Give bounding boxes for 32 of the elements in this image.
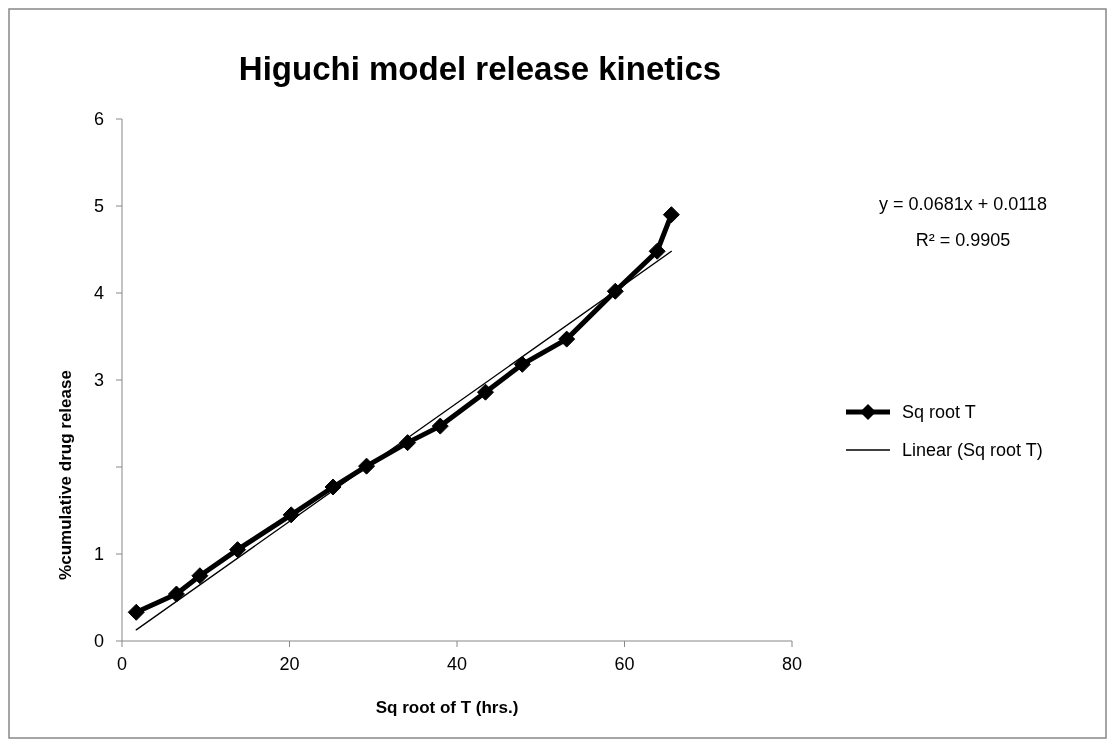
chart-title: Higuchi model release kinetics (238, 50, 722, 87)
x-axis-title: Sq root of T (hrs.) (375, 698, 519, 717)
y-axis-title: %cumulative drug release (56, 370, 75, 580)
y-tick-label: 3 (93, 370, 104, 390)
legend-label: Linear (Sq root T) (902, 440, 1043, 460)
x-tick-label: 0 (116, 654, 128, 674)
point (431, 417, 449, 435)
point (476, 383, 494, 401)
point (282, 506, 300, 524)
y-tick-label: 1 (93, 544, 104, 564)
point (648, 242, 666, 260)
point (662, 206, 680, 224)
point (558, 330, 576, 348)
y-tick-label: 6 (93, 109, 104, 129)
point (513, 355, 531, 373)
legend-label: Sq root T (902, 402, 976, 422)
y-tick-label: 0 (93, 631, 104, 651)
y-tick-label: 5 (93, 196, 104, 216)
point (167, 585, 185, 603)
point (191, 567, 209, 585)
x-tick-label: 40 (446, 654, 468, 674)
point (399, 434, 417, 452)
point (127, 603, 145, 621)
point (358, 457, 376, 475)
text: y = 0.0681x + 0.0118 (879, 194, 1047, 214)
x-tick-label: 60 (614, 654, 635, 674)
x-tick-label: 20 (279, 654, 300, 674)
x-tick-label: 80 (781, 654, 803, 674)
y-tick-label: 4 (93, 283, 104, 303)
point (606, 282, 624, 300)
text: R² = 0.9905 (915, 230, 1011, 250)
point (229, 541, 247, 559)
